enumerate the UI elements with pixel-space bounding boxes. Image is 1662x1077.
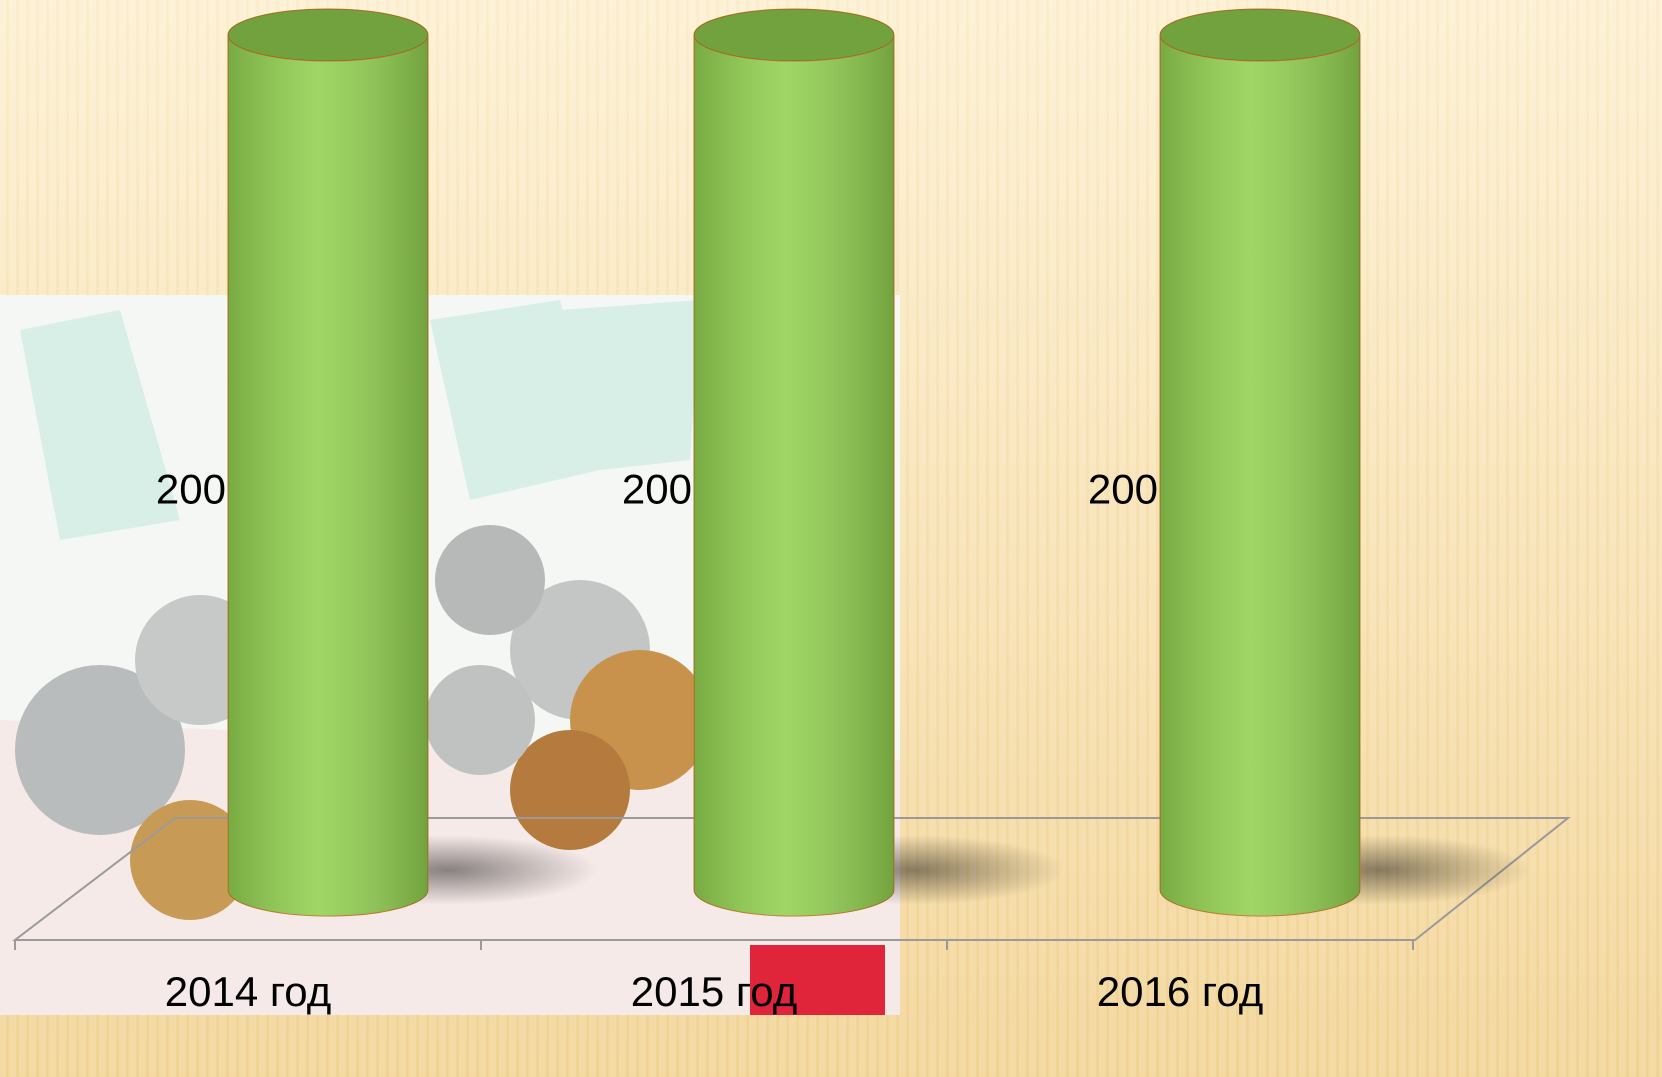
x-tick-label: 2015 год	[631, 968, 797, 1015]
bar-top-shade	[228, 9, 428, 61]
bar-top-shade	[694, 9, 894, 61]
bar-top-shade	[1160, 9, 1360, 61]
page: 2014 год2002015 год2002016 год200 (() =>…	[0, 0, 1662, 1077]
value-label: 200	[622, 466, 692, 513]
bar-shading	[228, 35, 428, 916]
x-tick-label: 2016 год	[1097, 968, 1263, 1015]
chart: 2014 год 200 2015 год 200 2016 год 200	[0, 0, 1662, 1077]
bar-shading	[1160, 35, 1360, 916]
bar-shading	[694, 35, 894, 916]
value-label: 200	[156, 466, 226, 513]
value-label: 200	[1088, 466, 1158, 513]
x-tick-label: 2014 год	[165, 968, 331, 1015]
